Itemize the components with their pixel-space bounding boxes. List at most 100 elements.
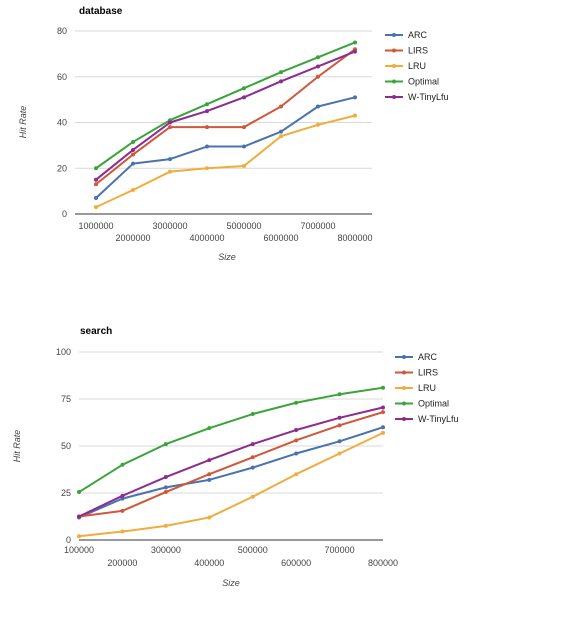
data-point <box>205 102 209 107</box>
data-point <box>250 494 255 499</box>
series-Optimal <box>77 385 385 495</box>
data-point <box>381 405 385 410</box>
data-point <box>205 125 209 130</box>
data-point <box>279 129 283 134</box>
data-point <box>168 169 172 174</box>
x-tick-label: 8000000 <box>337 233 372 243</box>
series-W-TinyLfu <box>94 49 357 182</box>
series-line <box>95 41 356 170</box>
data-point <box>94 177 98 182</box>
legend-item: LRU <box>395 383 436 393</box>
legend-marker <box>402 355 406 359</box>
legend-label: W-TinyLfu <box>408 92 449 102</box>
data-point <box>279 79 283 84</box>
data-point <box>337 439 342 444</box>
data-point <box>207 472 212 477</box>
data-point <box>163 475 168 480</box>
data-point <box>353 95 357 100</box>
series-line <box>95 114 356 209</box>
data-point <box>381 410 385 415</box>
data-point <box>381 430 385 435</box>
data-point <box>94 182 98 187</box>
x-axis-label: Size <box>222 578 240 588</box>
data-point <box>205 166 209 171</box>
data-point <box>120 462 125 467</box>
series-line <box>78 411 384 518</box>
legend-marker <box>392 64 396 68</box>
data-point <box>120 496 125 501</box>
data-point <box>337 392 342 397</box>
chart-search: search 0 25 50 75 100 100000 200000 300000 400000… <box>12 326 459 588</box>
data-point <box>337 423 342 428</box>
y-axis-label: Hit Rate <box>18 106 28 139</box>
series-LIRS <box>94 47 357 187</box>
y-tick-label: 25 <box>61 488 71 498</box>
data-point <box>207 477 212 482</box>
legend-marker <box>392 48 396 53</box>
data-point <box>94 195 98 200</box>
data-point <box>337 415 342 420</box>
legend-item: W-TinyLfu <box>395 414 459 424</box>
y-tick-label: 75 <box>61 394 71 404</box>
legend-marker <box>392 79 396 84</box>
legend-item: LRU <box>385 61 426 71</box>
legend-item: LIRS <box>395 368 438 378</box>
legend-marker <box>402 401 406 406</box>
legend-label: LIRS <box>408 46 428 56</box>
legend-item: Optimal <box>395 399 449 409</box>
data-point <box>205 109 209 114</box>
legend-item: Optimal <box>385 77 439 87</box>
data-point <box>337 451 342 456</box>
y-tick-label: 40 <box>57 118 67 128</box>
legend-label: Optimal <box>418 399 449 409</box>
data-point <box>94 166 98 171</box>
y-tick-label: 100 <box>56 347 71 357</box>
series-Optimal <box>94 40 357 171</box>
x-tick-label: 300000 <box>151 545 181 555</box>
x-tick-label: 600000 <box>281 558 311 568</box>
legend-item: ARC <box>385 30 428 40</box>
data-point <box>207 458 212 463</box>
legend-label: LRU <box>418 383 436 393</box>
y-tick-label: 20 <box>57 163 67 173</box>
y-tick-label: 0 <box>62 209 67 219</box>
data-point <box>168 157 172 162</box>
x-tick-label: 700000 <box>325 545 355 555</box>
legend-label: W-TinyLfu <box>418 414 459 424</box>
series-W-TinyLfu <box>77 405 385 519</box>
data-point <box>242 125 246 130</box>
x-tick-label: 3000000 <box>152 221 187 231</box>
data-point <box>163 442 168 447</box>
data-point <box>242 95 246 100</box>
legend-label: Optimal <box>408 77 439 87</box>
x-tick-label: 100000 <box>64 545 94 555</box>
data-point <box>77 490 81 495</box>
data-point <box>242 144 246 149</box>
x-tick-label: 1000000 <box>78 221 113 231</box>
series-line <box>95 50 356 181</box>
legend-label: ARC <box>408 30 428 40</box>
chart-database: database 0 20 40 60 80 10000002000000300000040… <box>18 6 449 262</box>
legend-marker <box>392 33 396 37</box>
data-point <box>353 49 357 54</box>
data-point <box>163 485 168 490</box>
data-point <box>294 428 299 433</box>
data-point <box>163 523 168 528</box>
data-point <box>168 120 172 125</box>
x-tick-label: 6000000 <box>263 233 298 243</box>
data-point <box>294 438 299 443</box>
data-point <box>279 104 283 109</box>
x-tick-label: 4000000 <box>189 233 224 243</box>
data-point <box>381 425 385 430</box>
data-point <box>242 163 246 168</box>
legend-item: W-TinyLfu <box>385 92 449 102</box>
series-line <box>95 96 356 199</box>
series-line <box>78 431 384 538</box>
data-point <box>131 161 135 166</box>
y-tick-label: 60 <box>57 72 67 82</box>
x-tick-label: 400000 <box>194 558 224 568</box>
data-point <box>250 455 255 460</box>
data-point <box>316 122 320 127</box>
series-line <box>95 48 356 186</box>
